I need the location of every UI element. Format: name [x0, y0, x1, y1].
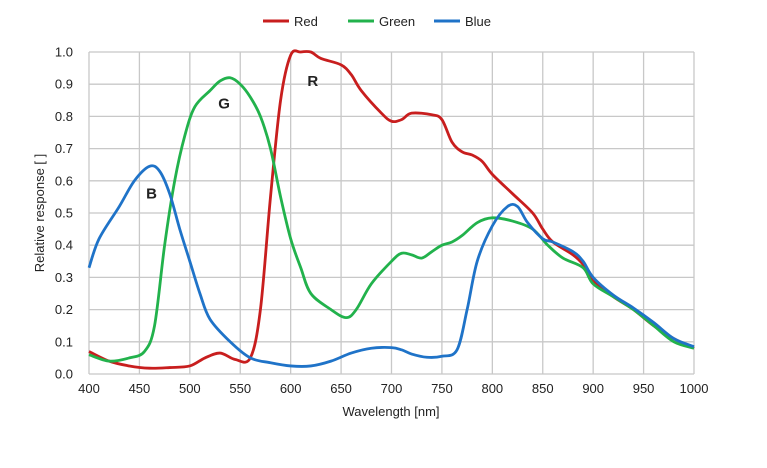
- legend-label-green: Green: [379, 14, 415, 29]
- series-line-red: [88, 49, 695, 370]
- series-line-blue: [87, 164, 695, 368]
- x-tick-label: 550: [229, 381, 251, 396]
- y-tick-label: 0.9: [55, 77, 73, 92]
- series-annotation-green: G: [218, 96, 230, 113]
- x-axis-ticks: 400 450 500 550 600 650 700 750 800 850 900 950 1000: [78, 381, 708, 396]
- series-lines: [87, 49, 695, 370]
- legend: Red Green Blue: [263, 14, 491, 29]
- x-tick-label: 1000: [680, 381, 709, 396]
- series-line-green: [88, 76, 695, 363]
- y-tick-label: 0.3: [55, 270, 73, 285]
- x-axis-label: Wavelength [nm]: [342, 404, 439, 419]
- y-tick-label: 0.5: [55, 206, 73, 221]
- x-tick-label: 400: [78, 381, 100, 396]
- y-axis-label: Relative response [ ]: [32, 154, 47, 273]
- y-tick-label: 0.1: [55, 334, 73, 349]
- y-tick-label: 0.8: [55, 109, 73, 124]
- legend-label-red: Red: [294, 14, 318, 29]
- x-tick-label: 700: [381, 381, 403, 396]
- y-tick-label: 0.6: [55, 173, 73, 188]
- y-tick-label: 1.0: [55, 45, 73, 60]
- x-tick-label: 850: [532, 381, 554, 396]
- x-tick-label: 950: [633, 381, 655, 396]
- legend-label-blue: Blue: [465, 14, 491, 29]
- x-tick-label: 800: [481, 381, 503, 396]
- grid: [88, 51, 695, 375]
- series-annotation-red: R: [307, 73, 318, 90]
- x-tick-label: 750: [431, 381, 453, 396]
- x-tick-label: 650: [330, 381, 352, 396]
- x-tick-label: 500: [179, 381, 201, 396]
- x-tick-label: 450: [129, 381, 151, 396]
- y-tick-label: 0.4: [55, 238, 73, 253]
- y-tick-label: 0.7: [55, 141, 73, 156]
- x-tick-label: 900: [582, 381, 604, 396]
- y-axis-ticks: 0.0 0.1 0.2 0.3 0.4 0.5 0.6 0.7 0.8 0.9 1.0: [55, 45, 73, 382]
- series-annotation-blue: B: [146, 186, 157, 203]
- x-tick-label: 600: [280, 381, 302, 396]
- y-tick-label: 0.0: [55, 367, 73, 382]
- y-tick-label: 0.2: [55, 302, 73, 317]
- series-labels: R G B: [146, 73, 318, 203]
